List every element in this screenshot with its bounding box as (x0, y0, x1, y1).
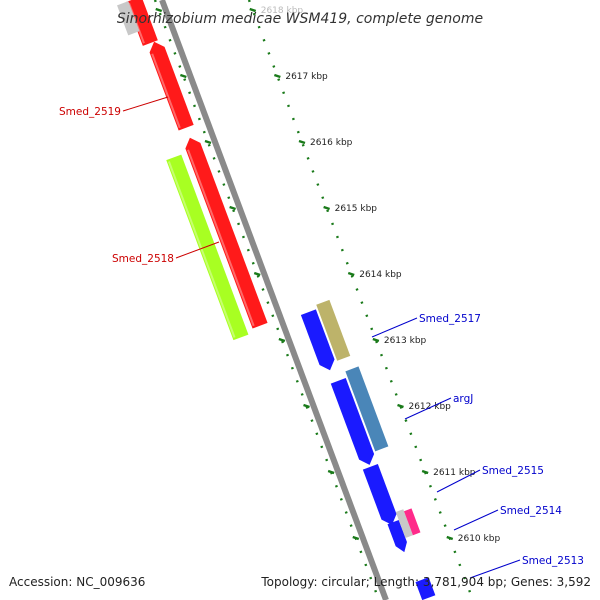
ruler-tick-mark (446, 535, 454, 541)
ruler-tick-mark (323, 205, 331, 211)
gene-label-smed-2513: Smed_2513 (522, 555, 584, 567)
ruler-tick-mark-inner (253, 271, 261, 277)
ruler-tick-mark-inner (179, 73, 187, 79)
ruler-tick-label: 2613 kbp (384, 336, 427, 346)
ruler-tick-mark-inner (155, 7, 163, 13)
accession-label: Accession: NC_009636 (9, 575, 145, 589)
gene-label-argj: argJ (453, 393, 473, 405)
genome-summary: Topology: circular; Length: 3,781,904 bp… (260, 575, 591, 589)
ruler-tick-label: 2614 kbp (359, 270, 402, 280)
ruler-tick-label: 2615 kbp (335, 204, 378, 214)
ruler-tick-mark-inner (278, 337, 286, 343)
ruler-tick-mark (372, 337, 380, 343)
labels: 2618 kbp 2617 kbp 2616 kbp 2615 kbp 2614 kbp… (59, 6, 584, 579)
map-title: Sinorhizobium medicae WSM419, complete g… (117, 11, 483, 27)
ruler-tick-mark (421, 469, 429, 475)
ruler-tick-mark (397, 403, 404, 409)
gene-leader-line-smed-2514 (453, 509, 499, 531)
ruler-tick-label: 2618 kbp (261, 6, 304, 16)
ruler-tick-label: 2612 kbp (408, 402, 451, 412)
gene-feature-smed-2519 (149, 41, 194, 131)
ruler-tick-mark (249, 7, 257, 13)
gene-feature-olive (316, 299, 353, 361)
inner-dotted-line (153, 0, 381, 600)
gene-feature-smed-2515 (362, 464, 399, 525)
gene-label-smed-2515: Smed_2515 (482, 465, 544, 477)
ruler-tick-label: 2611 kbp (433, 468, 476, 478)
gene-feature-small-grey (117, 1, 140, 36)
ruler-tick-mark (347, 271, 355, 277)
gene-label-smed-2514: Smed_2514 (500, 505, 562, 517)
ruler-tick-mark (273, 73, 281, 79)
gene-label-smed-2519: Smed_2519 (59, 106, 121, 118)
ruler-tick-mark-inner (352, 535, 360, 541)
ruler-ticks (155, 7, 454, 541)
ruler-tick-label: 2617 kbp (285, 72, 328, 82)
gene-label-smed-2518: Smed_2518 (112, 253, 174, 265)
ruler-tick-mark (298, 139, 306, 145)
gene-feature-smed-2518 (185, 137, 268, 329)
gene-leader-line-smed-2515 (436, 469, 481, 493)
gene-feature-smed-2513 (415, 577, 438, 600)
gene-leader-line-smed-2513 (469, 559, 521, 579)
ruler-tick-mark-inner (229, 205, 237, 211)
ruler-tick-mark-inner (327, 469, 335, 475)
outer-dotted-line (247, 0, 475, 600)
ruler-tick-label: 2616 kbp (310, 138, 353, 148)
gene-feature-grey (395, 509, 413, 539)
ruler-tick-mark-inner (204, 139, 212, 145)
genome-backbone (159, 0, 389, 600)
gene-label-smed-2517: Smed_2517 (419, 313, 481, 325)
gene-leader-line-smed-2519 (122, 96, 169, 112)
gene-feature-pink (403, 508, 423, 536)
gene-feature-green (166, 154, 249, 341)
gene-leader-line-smed-2518 (175, 241, 220, 259)
ruler-tick-label: 2610 kbp (458, 534, 501, 544)
ruler-tick-mark-inner (303, 403, 310, 409)
gene-feature-steel (345, 366, 391, 452)
dotted-ring-lines (153, 0, 475, 600)
gene-leader-line-argj (404, 397, 452, 420)
gene-leader-line-smed-2517 (371, 317, 418, 338)
gene-features (117, 0, 438, 600)
